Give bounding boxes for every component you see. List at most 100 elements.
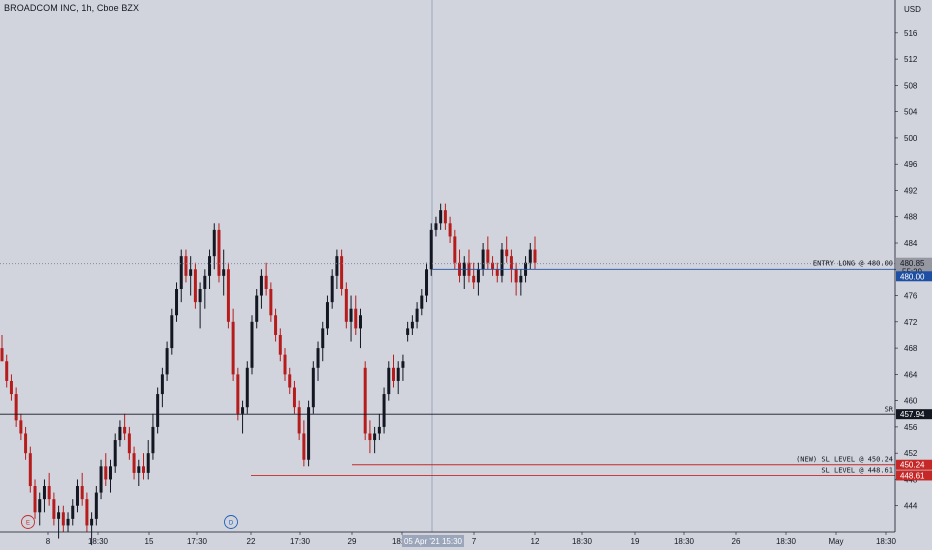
candle-body[interactable] <box>99 466 103 493</box>
candle-body[interactable] <box>24 433 28 454</box>
candle-body[interactable] <box>495 269 499 276</box>
candle-body[interactable] <box>165 348 169 375</box>
candle-body[interactable] <box>434 223 438 230</box>
candle-body[interactable] <box>160 374 164 395</box>
candle-body[interactable] <box>387 367 391 395</box>
candle-body[interactable] <box>184 256 188 276</box>
candle-body[interactable] <box>330 275 334 303</box>
candle-body[interactable] <box>94 492 98 519</box>
candle-body[interactable] <box>401 361 405 368</box>
candle-body[interactable] <box>316 348 320 368</box>
candle-body[interactable] <box>406 328 410 335</box>
candle-body[interactable] <box>193 269 197 303</box>
candle-body[interactable] <box>486 249 490 263</box>
candle-body[interactable] <box>75 486 79 506</box>
dividend-event-icon[interactable] <box>224 515 238 529</box>
candle-body[interactable] <box>481 249 485 270</box>
candle-body[interactable] <box>142 466 146 473</box>
candle-body[interactable] <box>179 256 183 289</box>
candle-body[interactable] <box>476 269 480 283</box>
plot-area[interactable] <box>0 0 895 532</box>
candle-body[interactable] <box>439 210 443 224</box>
candle-body[interactable] <box>472 275 476 283</box>
candle-body[interactable] <box>132 453 136 473</box>
candle-body[interactable] <box>80 486 84 500</box>
candle-body[interactable] <box>307 407 311 460</box>
candle-body[interactable] <box>500 249 504 276</box>
candle-body[interactable] <box>373 433 377 441</box>
candle-body[interactable] <box>146 453 150 473</box>
candle-body[interactable] <box>274 315 278 335</box>
candle-body[interactable] <box>104 466 108 480</box>
candle-body[interactable] <box>198 288 202 303</box>
candle-body[interactable] <box>19 420 23 434</box>
candle-body[interactable] <box>259 275 263 296</box>
candle-body[interactable] <box>28 453 32 487</box>
candle-body[interactable] <box>14 394 18 421</box>
candle-body[interactable] <box>66 518 70 526</box>
candle-body[interactable] <box>42 486 46 500</box>
candle-body[interactable] <box>363 367 367 434</box>
candle-body[interactable] <box>410 321 414 329</box>
candle-body[interactable] <box>448 223 452 237</box>
candle-body[interactable] <box>415 308 419 322</box>
candle-body[interactable] <box>358 315 362 329</box>
candle-body[interactable] <box>212 229 216 257</box>
candle-body[interactable] <box>269 288 273 316</box>
candle-body[interactable] <box>170 315 174 349</box>
candle-body[interactable] <box>264 275 268 289</box>
candle-body[interactable] <box>208 256 212 276</box>
candle-body[interactable] <box>245 367 249 408</box>
candle-body[interactable] <box>231 321 235 375</box>
candle-body[interactable] <box>453 236 457 263</box>
candle-body[interactable] <box>302 433 306 460</box>
candle-body[interactable] <box>368 433 372 441</box>
candle-body[interactable] <box>533 249 537 263</box>
candle-body[interactable] <box>292 387 296 408</box>
candle-body[interactable] <box>349 308 353 322</box>
candle-body[interactable] <box>391 367 395 381</box>
candle-body[interactable] <box>297 407 301 434</box>
candle-body[interactable] <box>505 249 509 257</box>
candle-body[interactable] <box>47 486 51 500</box>
candle-body[interactable] <box>156 394 160 427</box>
candle-body[interactable] <box>236 374 240 414</box>
candle-body[interactable] <box>38 499 42 513</box>
candle-body[interactable] <box>283 354 287 375</box>
candle-body[interactable] <box>443 210 447 224</box>
candle-body[interactable] <box>425 269 429 296</box>
candle-body[interactable] <box>514 269 518 283</box>
candle-body[interactable] <box>354 308 358 329</box>
candle-body[interactable] <box>71 505 75 519</box>
candle-body[interactable] <box>340 256 344 289</box>
candle-body[interactable] <box>203 275 207 289</box>
candle-body[interactable] <box>377 426 381 434</box>
candle-body[interactable] <box>118 426 122 441</box>
candle-body[interactable] <box>189 269 193 276</box>
candle-body[interactable] <box>509 256 513 270</box>
candle-body[interactable] <box>57 512 61 519</box>
candle-body[interactable] <box>222 269 226 276</box>
candle-body[interactable] <box>137 466 141 473</box>
candle-body[interactable] <box>85 499 89 526</box>
candle-body[interactable] <box>420 295 424 309</box>
candle-body[interactable] <box>278 334 282 355</box>
candle-body[interactable] <box>226 269 230 322</box>
candle-body[interactable] <box>288 374 292 388</box>
earnings-event-icon[interactable] <box>21 515 35 529</box>
candle-body[interactable] <box>321 328 325 349</box>
candle-body[interactable] <box>250 321 254 368</box>
candle-body[interactable] <box>325 302 329 329</box>
candle-body[interactable] <box>519 275 523 283</box>
candle-body[interactable] <box>108 466 112 480</box>
candle-body[interactable] <box>255 295 259 322</box>
candle-body[interactable] <box>151 426 155 454</box>
candle-body[interactable] <box>382 394 386 427</box>
candle-body[interactable] <box>528 249 532 263</box>
candle-body[interactable] <box>241 407 245 414</box>
candle-body[interactable] <box>5 361 9 381</box>
candle-body[interactable] <box>396 367 400 381</box>
candle-body[interactable] <box>9 380 13 395</box>
candle-body[interactable] <box>90 518 94 526</box>
candle-body[interactable] <box>491 262 495 270</box>
